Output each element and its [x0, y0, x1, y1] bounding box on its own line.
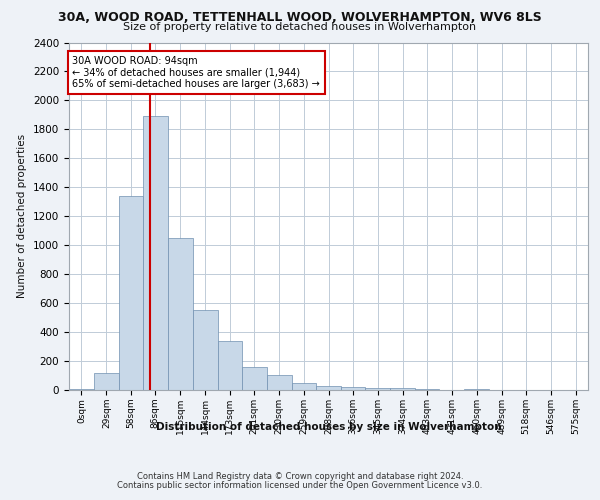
Bar: [119, 196, 143, 390]
Bar: [168, 238, 193, 390]
Bar: [292, 383, 316, 390]
Text: Contains public sector information licensed under the Open Government Licence v3: Contains public sector information licen…: [118, 481, 482, 490]
Bar: [266, 375, 292, 390]
Text: Contains HM Land Registry data © Crown copyright and database right 2024.: Contains HM Land Registry data © Crown c…: [137, 472, 463, 481]
Bar: [69, 388, 94, 390]
Bar: [143, 116, 168, 390]
Bar: [464, 389, 489, 390]
Bar: [242, 367, 266, 390]
Bar: [391, 388, 415, 390]
Text: Distribution of detached houses by size in Wolverhampton: Distribution of detached houses by size …: [156, 422, 502, 432]
Bar: [193, 310, 218, 390]
Text: 30A WOOD ROAD: 94sqm
← 34% of detached houses are smaller (1,944)
65% of semi-de: 30A WOOD ROAD: 94sqm ← 34% of detached h…: [73, 56, 320, 88]
Bar: [94, 372, 119, 390]
Text: 30A, WOOD ROAD, TETTENHALL WOOD, WOLVERHAMPTON, WV6 8LS: 30A, WOOD ROAD, TETTENHALL WOOD, WOLVERH…: [58, 11, 542, 24]
Bar: [365, 388, 391, 390]
Bar: [316, 386, 341, 390]
Y-axis label: Number of detached properties: Number of detached properties: [17, 134, 28, 298]
Bar: [218, 341, 242, 390]
Text: Size of property relative to detached houses in Wolverhampton: Size of property relative to detached ho…: [124, 22, 476, 32]
Bar: [341, 387, 365, 390]
